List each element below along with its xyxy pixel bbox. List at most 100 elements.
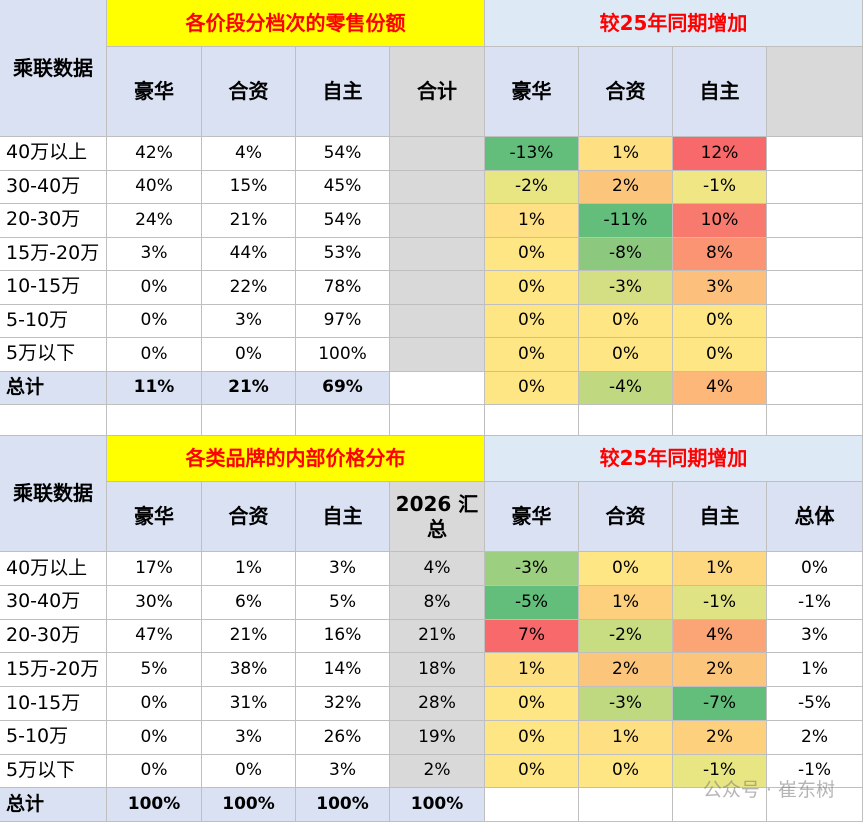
share-cell: 5% xyxy=(296,585,390,620)
empty-cell xyxy=(767,47,863,137)
share-cell: 31% xyxy=(202,687,296,721)
row-label: 15万-20万 xyxy=(0,237,107,271)
corner-header: 乘联数据 xyxy=(0,0,107,137)
column-header: 合资 xyxy=(202,47,296,137)
share-cell: 3% xyxy=(202,720,296,755)
change-cell: 0% xyxy=(485,304,579,338)
share-cell: 100% xyxy=(390,788,485,822)
change-cell: -1% xyxy=(767,585,863,620)
share-cell: 4% xyxy=(202,137,296,171)
change-cell: 2% xyxy=(673,720,767,755)
empty-cell xyxy=(767,170,863,204)
change-cell: 0% xyxy=(579,304,673,338)
share-cell: 21% xyxy=(202,371,296,405)
share-cell: 26% xyxy=(296,720,390,755)
share-cell: 17% xyxy=(107,552,202,586)
share-cell: 14% xyxy=(296,653,390,687)
share-cell: 3% xyxy=(107,237,202,271)
empty-cell xyxy=(390,137,485,171)
empty-cell xyxy=(390,204,485,238)
empty-cell xyxy=(390,304,485,338)
change-cell: 0% xyxy=(485,687,579,721)
empty-cell xyxy=(390,271,485,305)
change-cell: -1% xyxy=(673,585,767,620)
empty-cell xyxy=(767,338,863,372)
change-cell: 2% xyxy=(579,653,673,687)
column-header: 2026 汇总 xyxy=(390,482,485,552)
column-header: 合计 xyxy=(390,47,485,137)
share-cell: 0% xyxy=(107,754,202,789)
change-cell: -1% xyxy=(767,754,863,789)
row-label: 40万以上 xyxy=(0,137,107,171)
change-cell: 0% xyxy=(579,754,673,789)
column-header: 豪华 xyxy=(485,47,579,137)
share-cell: 21% xyxy=(202,619,296,654)
share-cell: 1% xyxy=(202,552,296,586)
share-cell: 22% xyxy=(202,271,296,305)
share-cell: 2% xyxy=(390,754,485,789)
share-cell: 28% xyxy=(390,687,485,721)
share-cell: 18% xyxy=(390,653,485,687)
empty-cell xyxy=(390,338,485,372)
corner-header: 乘联数据 xyxy=(0,436,107,552)
change-cell: -3% xyxy=(579,271,673,305)
column-header: 合资 xyxy=(579,482,673,552)
row-label: 30-40万 xyxy=(0,585,107,620)
change-cell: 0% xyxy=(485,237,579,271)
share-cell: 8% xyxy=(390,585,485,620)
change-cell: -2% xyxy=(485,170,579,204)
empty-cell xyxy=(107,405,202,436)
change-cell: 10% xyxy=(673,204,767,238)
share-cell: 97% xyxy=(296,304,390,338)
share-cell: 0% xyxy=(107,720,202,755)
column-header: 自主 xyxy=(296,47,390,137)
share-cell: 40% xyxy=(107,170,202,204)
row-label: 5万以下 xyxy=(0,338,107,372)
share-cell: 3% xyxy=(296,552,390,586)
change-cell: 1% xyxy=(579,585,673,620)
change-cell: 0% xyxy=(579,552,673,586)
change-cell: -11% xyxy=(579,204,673,238)
empty-cell xyxy=(390,371,485,405)
share-cell: 100% xyxy=(296,338,390,372)
row-label: 30-40万 xyxy=(0,170,107,204)
change-cell: -3% xyxy=(579,687,673,721)
share-cell: 0% xyxy=(107,271,202,305)
change-cell: 1% xyxy=(579,137,673,171)
row-label: 5-10万 xyxy=(0,720,107,755)
change-cell: 0% xyxy=(767,552,863,586)
change-cell: 0% xyxy=(485,271,579,305)
change-cell: 1% xyxy=(579,720,673,755)
empty-cell xyxy=(202,405,296,436)
change-cell: -4% xyxy=(579,371,673,405)
share-cell: 3% xyxy=(296,754,390,789)
share-cell: 0% xyxy=(202,338,296,372)
change-cell: 4% xyxy=(673,619,767,654)
column-header: 自主 xyxy=(673,47,767,137)
section-title: 较25年同期增加 xyxy=(485,436,863,482)
share-cell: 54% xyxy=(296,137,390,171)
column-header: 总体 xyxy=(767,482,863,552)
share-cell: 11% xyxy=(107,371,202,405)
change-cell: 0% xyxy=(673,338,767,372)
change-cell: 2% xyxy=(767,720,863,755)
share-cell: 3% xyxy=(202,304,296,338)
share-cell: 69% xyxy=(296,371,390,405)
change-cell: 3% xyxy=(767,619,863,654)
share-cell: 24% xyxy=(107,204,202,238)
empty-cell xyxy=(673,788,767,822)
change-cell: 0% xyxy=(485,754,579,789)
share-cell: 0% xyxy=(107,687,202,721)
empty-cell xyxy=(767,405,863,436)
share-cell: 21% xyxy=(390,619,485,654)
change-cell: 12% xyxy=(673,137,767,171)
empty-cell xyxy=(579,405,673,436)
change-cell: -8% xyxy=(579,237,673,271)
change-cell: -3% xyxy=(485,552,579,586)
column-header: 豪华 xyxy=(107,47,202,137)
section-title: 各类品牌的内部价格分布 xyxy=(107,436,485,482)
share-cell: 4% xyxy=(390,552,485,586)
column-header: 自主 xyxy=(296,482,390,552)
row-label: 20-30万 xyxy=(0,619,107,654)
